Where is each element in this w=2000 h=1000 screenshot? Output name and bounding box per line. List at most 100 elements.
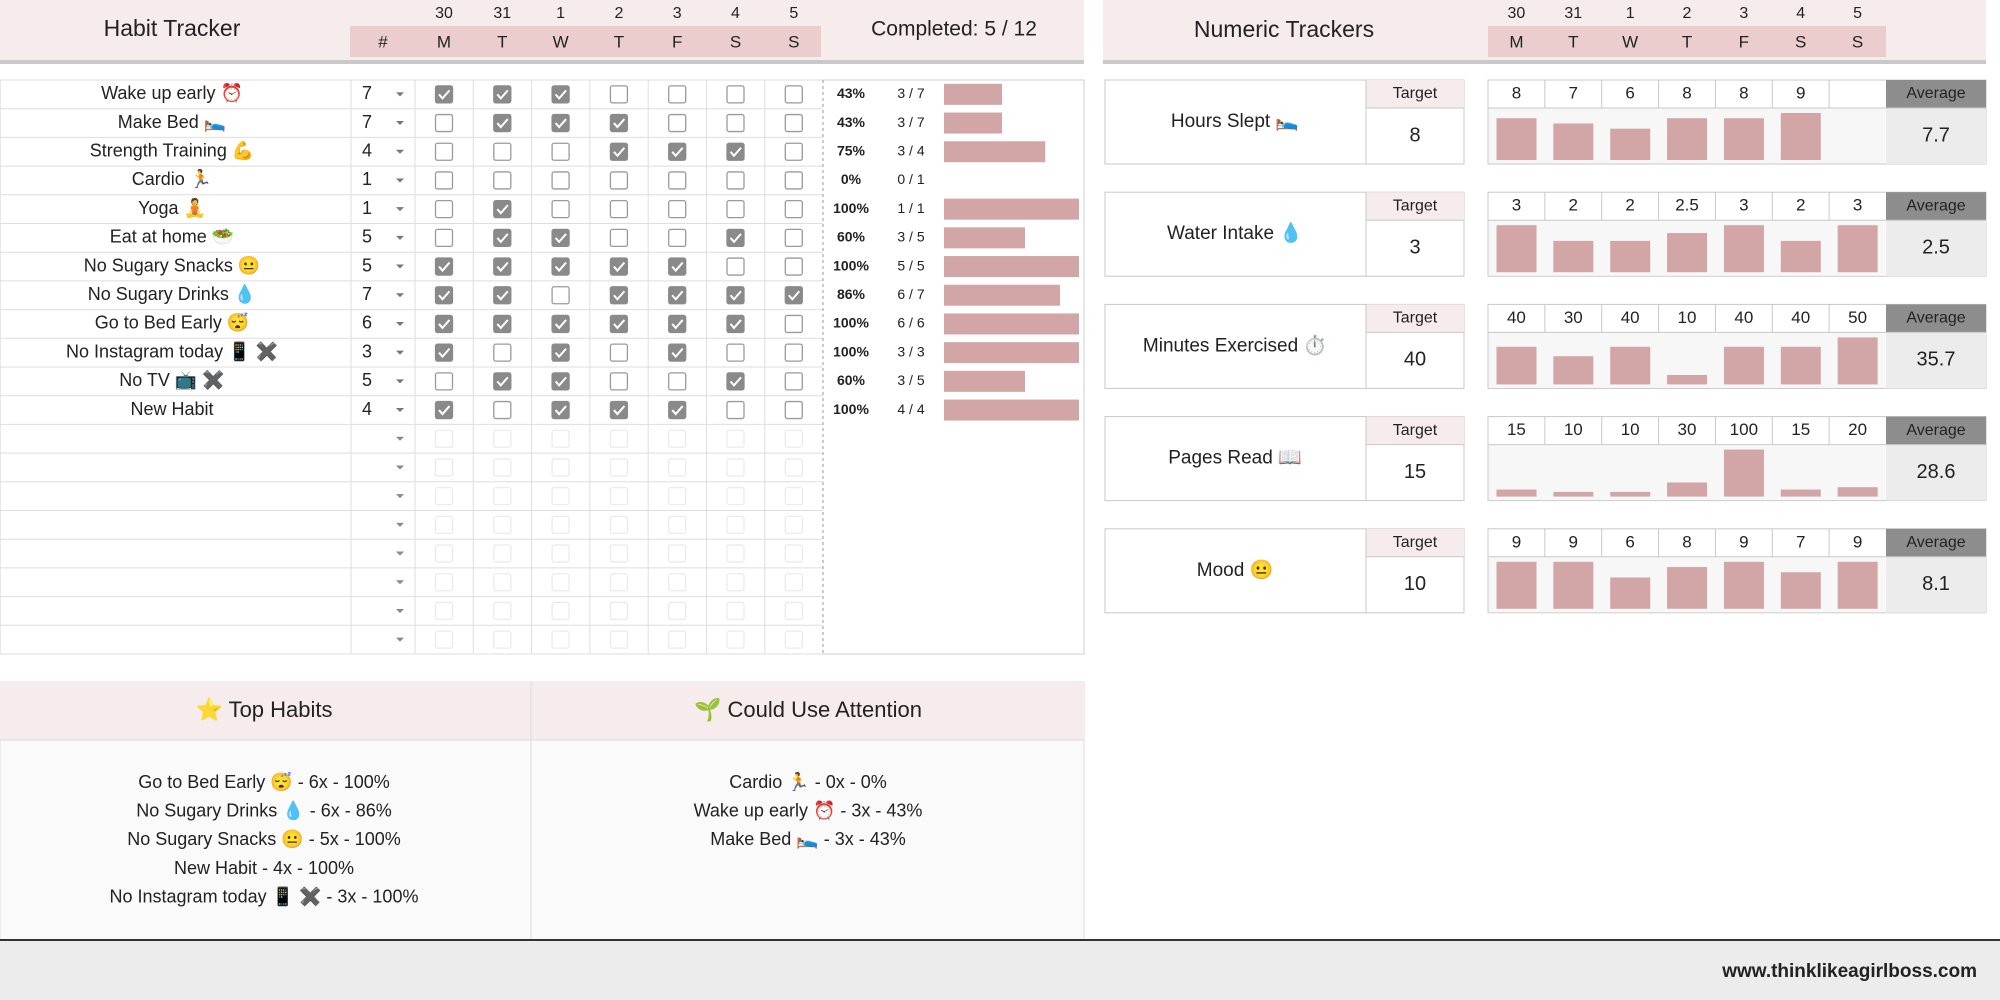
- dropdown-arrow[interactable]: [396, 350, 404, 355]
- checkbox[interactable]: [609, 343, 629, 362]
- checkbox[interactable]: [609, 400, 629, 420]
- checkbox[interactable]: [668, 372, 687, 391]
- checkbox[interactable]: [434, 486, 454, 506]
- checkbox[interactable]: [551, 286, 570, 305]
- checkbox[interactable]: [668, 458, 687, 477]
- checkbox[interactable]: [493, 113, 512, 133]
- checkbox[interactable]: [493, 199, 512, 219]
- checkbox[interactable]: [551, 113, 570, 133]
- checkbox[interactable]: [493, 544, 512, 563]
- checkbox[interactable]: [609, 429, 629, 448]
- checkbox[interactable]: [493, 429, 512, 448]
- checkbox[interactable]: [434, 573, 454, 592]
- checkbox[interactable]: [726, 314, 745, 334]
- checkbox[interactable]: [551, 515, 570, 534]
- checkbox[interactable]: [668, 630, 687, 649]
- checkbox[interactable]: [668, 601, 687, 621]
- checkbox[interactable]: [493, 257, 512, 276]
- checkbox[interactable]: [726, 630, 745, 649]
- checkbox[interactable]: [609, 458, 629, 477]
- checkbox[interactable]: [609, 257, 629, 276]
- dropdown-arrow[interactable]: [396, 522, 404, 527]
- checkbox[interactable]: [551, 486, 570, 506]
- checkbox[interactable]: [668, 515, 687, 534]
- dropdown-arrow[interactable]: [396, 465, 404, 470]
- checkbox[interactable]: [434, 314, 454, 334]
- dropdown-arrow[interactable]: [396, 580, 404, 585]
- checkbox[interactable]: [726, 486, 745, 506]
- checkbox[interactable]: [668, 199, 687, 219]
- checkbox[interactable]: [726, 199, 745, 219]
- checkbox[interactable]: [609, 286, 629, 305]
- checkbox[interactable]: [434, 601, 454, 621]
- checkbox[interactable]: [784, 286, 803, 305]
- checkbox[interactable]: [609, 228, 629, 248]
- checkbox[interactable]: [609, 142, 629, 161]
- checkbox[interactable]: [784, 314, 803, 334]
- checkbox[interactable]: [434, 286, 454, 305]
- dropdown-arrow[interactable]: [396, 293, 404, 298]
- checkbox[interactable]: [726, 142, 745, 161]
- checkbox[interactable]: [784, 400, 803, 420]
- checkbox[interactable]: [784, 85, 803, 104]
- checkbox[interactable]: [609, 171, 629, 190]
- checkbox[interactable]: [551, 199, 570, 219]
- checkbox[interactable]: [434, 199, 454, 219]
- checkbox[interactable]: [784, 573, 803, 592]
- checkbox[interactable]: [668, 85, 687, 104]
- checkbox[interactable]: [784, 515, 803, 534]
- checkbox[interactable]: [551, 429, 570, 448]
- checkbox[interactable]: [493, 630, 512, 649]
- checkbox[interactable]: [551, 458, 570, 477]
- checkbox[interactable]: [434, 429, 454, 448]
- checkbox[interactable]: [609, 85, 629, 104]
- checkbox[interactable]: [668, 486, 687, 506]
- checkbox[interactable]: [784, 372, 803, 391]
- checkbox[interactable]: [551, 228, 570, 248]
- checkbox[interactable]: [434, 630, 454, 649]
- dropdown-arrow[interactable]: [396, 92, 404, 97]
- checkbox[interactable]: [726, 372, 745, 391]
- checkbox[interactable]: [668, 257, 687, 276]
- checkbox[interactable]: [551, 171, 570, 190]
- checkbox[interactable]: [493, 515, 512, 534]
- checkbox[interactable]: [668, 314, 687, 334]
- dropdown-arrow[interactable]: [396, 637, 404, 642]
- checkbox[interactable]: [726, 228, 745, 248]
- checkbox[interactable]: [784, 199, 803, 219]
- checkbox[interactable]: [609, 515, 629, 534]
- checkbox[interactable]: [609, 544, 629, 563]
- dropdown-arrow[interactable]: [396, 178, 404, 183]
- checkbox[interactable]: [668, 113, 687, 133]
- checkbox[interactable]: [434, 458, 454, 477]
- checkbox[interactable]: [784, 601, 803, 621]
- checkbox[interactable]: [726, 601, 745, 621]
- checkbox[interactable]: [434, 142, 454, 161]
- checkbox[interactable]: [493, 486, 512, 506]
- checkbox[interactable]: [668, 142, 687, 161]
- checkbox[interactable]: [726, 573, 745, 592]
- checkbox[interactable]: [434, 228, 454, 248]
- checkbox[interactable]: [551, 142, 570, 161]
- checkbox[interactable]: [784, 343, 803, 362]
- checkbox[interactable]: [434, 171, 454, 190]
- dropdown-arrow[interactable]: [396, 551, 404, 556]
- checkbox[interactable]: [493, 400, 512, 420]
- checkbox[interactable]: [609, 314, 629, 334]
- checkbox[interactable]: [726, 257, 745, 276]
- checkbox[interactable]: [493, 171, 512, 190]
- checkbox[interactable]: [668, 286, 687, 305]
- checkbox[interactable]: [609, 630, 629, 649]
- checkbox[interactable]: [668, 429, 687, 448]
- checkbox[interactable]: [784, 544, 803, 563]
- checkbox[interactable]: [726, 113, 745, 133]
- dropdown-arrow[interactable]: [396, 264, 404, 269]
- checkbox[interactable]: [609, 486, 629, 506]
- checkbox[interactable]: [493, 343, 512, 362]
- checkbox[interactable]: [493, 85, 512, 104]
- checkbox[interactable]: [493, 228, 512, 248]
- checkbox[interactable]: [784, 257, 803, 276]
- checkbox[interactable]: [726, 515, 745, 534]
- dropdown-arrow[interactable]: [396, 321, 404, 326]
- checkbox[interactable]: [609, 601, 629, 621]
